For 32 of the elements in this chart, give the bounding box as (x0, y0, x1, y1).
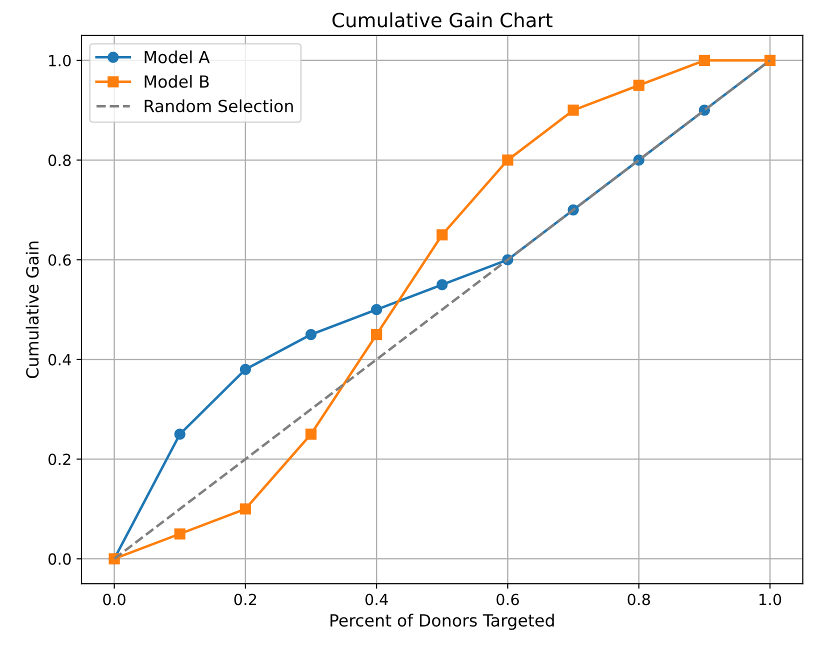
x-tick-label: 0.8 (628, 594, 650, 606)
x-tick-label: 0.0 (103, 594, 126, 606)
point (698, 54, 710, 66)
point (174, 528, 186, 540)
point (305, 428, 317, 440)
x-axis-title: Percent of Donors Targeted (330, 614, 554, 630)
x-tick-label: 0.4 (365, 594, 388, 606)
point (502, 154, 514, 166)
point (436, 279, 448, 290)
y-tick-label: 0.4 (48, 354, 71, 366)
y-tick-label: 0.8 (48, 154, 71, 166)
y-tick-label: 1.0 (49, 54, 71, 66)
chart-title: Cumulative Gain Chart (332, 12, 552, 28)
point (305, 328, 317, 340)
x-tick-label: 1.0 (760, 594, 782, 606)
point (436, 229, 448, 240)
point (633, 80, 644, 91)
y-tick-label: 0.0 (48, 553, 71, 565)
y-tick-label: 0.6 (48, 254, 71, 266)
y-axis-title: Cumulative Gain (26, 242, 39, 378)
x-tick-label: 0.2 (234, 594, 256, 606)
point (174, 428, 186, 440)
point (240, 364, 251, 375)
point (568, 104, 579, 116)
point (371, 328, 382, 340)
x-tick-label: 0.6 (496, 594, 519, 606)
y-tick-label: 0.2 (48, 454, 70, 466)
legend-label: Random Selection (144, 99, 293, 112)
point (240, 503, 251, 515)
legend-label: Model B (144, 74, 209, 88)
legend-label: Model A (144, 50, 210, 64)
point (371, 304, 382, 316)
